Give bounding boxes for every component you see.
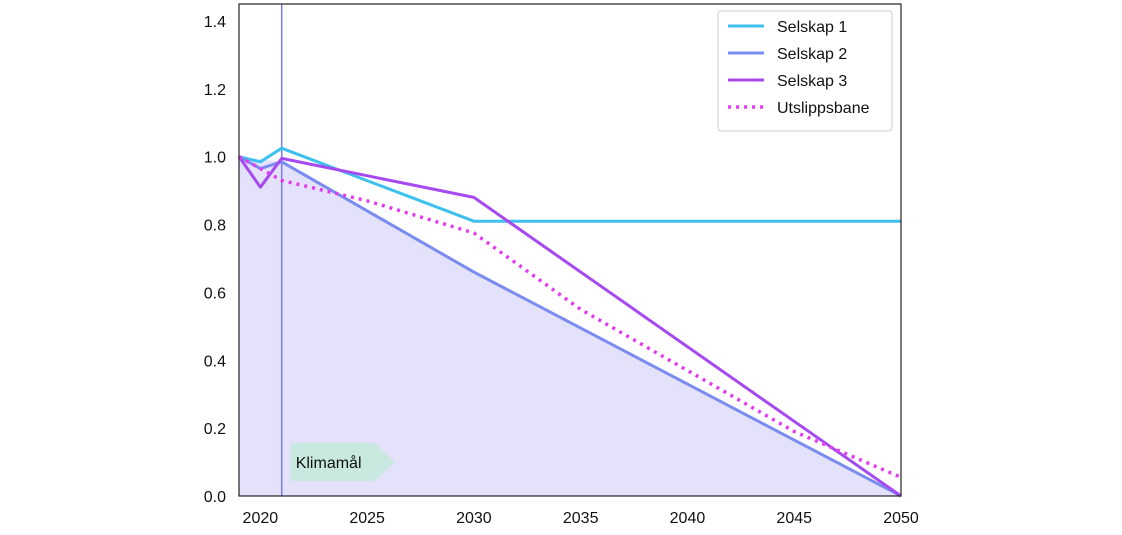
- legend-label: Utslippsbane: [777, 100, 870, 117]
- x-tick-label: 2050: [883, 510, 919, 527]
- legend-label: Selskap 1: [777, 19, 847, 36]
- series-line-utslippsbane: [238, 155, 902, 479]
- series-line-selskap-3: [237, 155, 902, 498]
- legend-box: [717, 10, 893, 132]
- legend-label: Selskap 3: [777, 73, 847, 90]
- x-tick-label: 2040: [670, 510, 706, 527]
- y-tick-labels: 0.0 0.2 0.4 0.6 0.8 1.0 1.2 1.4: [204, 14, 226, 506]
- klimamal-label: Klimamål: [296, 454, 362, 472]
- x-tick-labels: 2020 2025 2030 2035 2040 2045 2050: [243, 510, 919, 527]
- legend-label: Selskap 2: [777, 46, 847, 63]
- y-tick-label: 1.2: [204, 82, 226, 99]
- y-tick-label: 0.2: [204, 421, 226, 438]
- x-tick-label: 2020: [243, 510, 279, 527]
- plot-frame: [238, 3, 902, 497]
- annotation-layer: Klimamål: [290, 443, 395, 481]
- y-tick-label: 0.0: [204, 489, 226, 506]
- shaded-area-layer: [239, 156, 901, 497]
- legend: Selskap 1 Selskap 2 Selskap 3 Utslippsbane: [717, 10, 893, 132]
- x-tick-label: 2025: [349, 510, 385, 527]
- y-tick-label: 1.0: [204, 150, 226, 167]
- klimamal-arrow: [290, 443, 395, 481]
- y-tick-label: 0.6: [204, 285, 226, 302]
- series-line-selskap-1: [238, 146, 901, 223]
- y-tick-label: 1.4: [204, 14, 226, 31]
- y-tick-label: 0.4: [204, 353, 226, 370]
- y-tick-label: 0.8: [204, 218, 226, 235]
- series-lines-layer: [237, 146, 902, 498]
- x-tick-label: 2030: [456, 510, 492, 527]
- shaded-area: [239, 156, 901, 497]
- x-tick-label: 2045: [776, 510, 812, 527]
- x-tick-label: 2035: [563, 510, 599, 527]
